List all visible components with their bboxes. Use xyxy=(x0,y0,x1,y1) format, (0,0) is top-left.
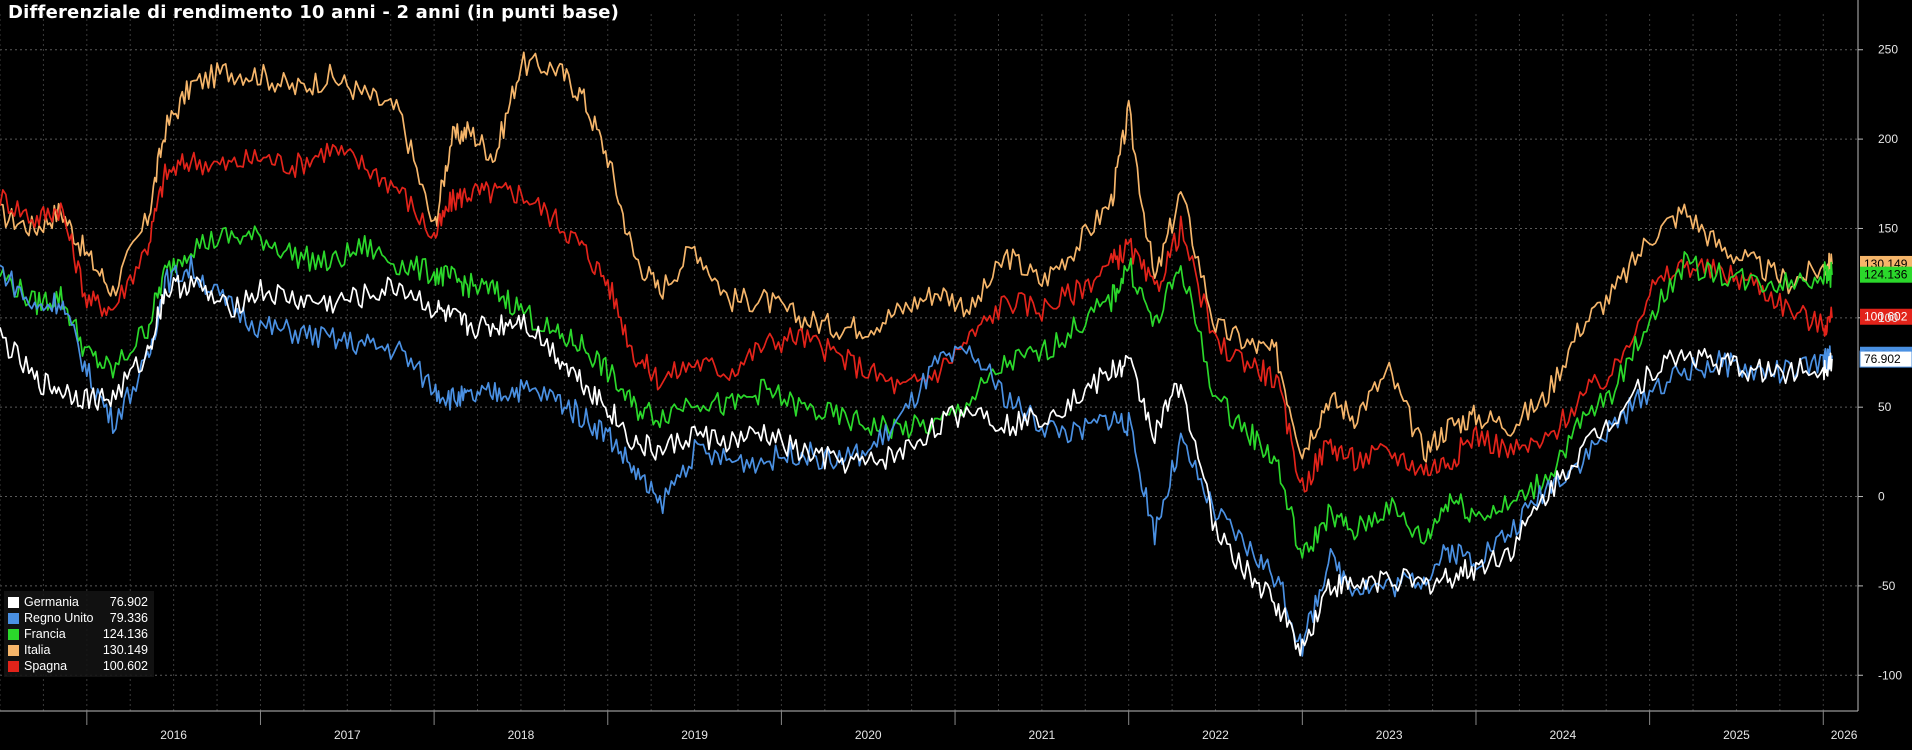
end-label-spagna: 100.602 xyxy=(1860,308,1912,325)
series-line-regno-unito xyxy=(0,255,1833,657)
y-tick-label: 250 xyxy=(1878,43,1898,57)
x-axis-ticks: 2016 2017 2018 2019 2020 2021 2022 2023 2024 2025… xyxy=(160,728,1857,742)
legend-item: Regno Unito 79.336 xyxy=(8,610,148,626)
end-label-text: 124.136 xyxy=(1864,268,1908,282)
x-tick-label: 2018 xyxy=(508,728,535,742)
legend-item: Spagna 100.602 xyxy=(8,658,148,674)
x-tick-label: 2023 xyxy=(1376,728,1403,742)
end-label-text: 76.902 xyxy=(1864,352,1901,366)
end-label-text: 100.602 xyxy=(1864,310,1908,324)
legend-value: 130.149 xyxy=(102,643,148,657)
legend-name: Francia xyxy=(24,627,66,641)
x-tick-label: 2019 xyxy=(681,728,708,742)
y-tick-label: -50 xyxy=(1878,579,1896,593)
y-tick-label: 200 xyxy=(1878,132,1898,146)
x-tick-label: 2026 xyxy=(1831,728,1858,742)
end-label-box xyxy=(1859,350,1912,368)
legend-name: Regno Unito xyxy=(24,611,94,625)
legend-item: Germania 76.902 xyxy=(8,594,148,610)
legend-swatch xyxy=(8,660,19,672)
axes xyxy=(0,0,1863,725)
x-tick-label: 2025 xyxy=(1723,728,1750,742)
y-axis-ticks: 250 200 150 100 50 0 -50 -100 xyxy=(1878,43,1902,683)
y-tick-label: 0 xyxy=(1878,490,1885,504)
series-line-francia xyxy=(0,225,1833,559)
legend: Germania 76.902 Regno Unito 79.336 Francia 12… xyxy=(4,591,154,677)
series-line-italia xyxy=(0,51,1833,463)
legend-value: 79.336 xyxy=(109,611,148,625)
legend-name: Spagna xyxy=(24,659,68,673)
y-tick-label: -100 xyxy=(1878,668,1902,682)
grid xyxy=(0,14,1858,711)
chart-title: Differenziale di rendimento 10 anni - 2 … xyxy=(8,2,620,23)
legend-item: Italia 130.149 xyxy=(8,642,148,658)
legend-name: Germania xyxy=(24,595,79,609)
legend-item: Francia 124.136 xyxy=(8,626,148,642)
legend-value: 124.136 xyxy=(102,627,148,641)
end-label-box xyxy=(1860,266,1912,283)
series-line-germania xyxy=(0,274,1833,657)
end-label-francia: 124.136 xyxy=(1860,266,1912,283)
series-layer xyxy=(0,51,1833,657)
legend-value: 76.902 xyxy=(109,595,148,609)
x-tick-label: 2024 xyxy=(1549,728,1576,742)
end-label-box xyxy=(1860,308,1912,325)
x-tick-label: 2017 xyxy=(334,728,361,742)
y-tick-label: 150 xyxy=(1878,221,1898,235)
y-tick-label: 100 xyxy=(1878,311,1898,325)
x-tick-label: 2021 xyxy=(1029,728,1056,742)
x-tick-label: 2020 xyxy=(855,728,882,742)
x-tick-label: 2022 xyxy=(1202,728,1229,742)
end-label-germania: 76.902 xyxy=(1859,350,1912,368)
x-tick-label: 2016 xyxy=(160,728,187,742)
legend-swatch xyxy=(8,644,19,656)
series-line-spagna xyxy=(0,142,1833,493)
legend-swatch xyxy=(8,628,19,640)
legend-value: 100.602 xyxy=(102,659,148,673)
legend-swatch xyxy=(8,612,19,624)
legend-swatch xyxy=(8,596,19,608)
legend-name: Italia xyxy=(24,643,51,657)
y-tick-label: 50 xyxy=(1878,400,1892,414)
